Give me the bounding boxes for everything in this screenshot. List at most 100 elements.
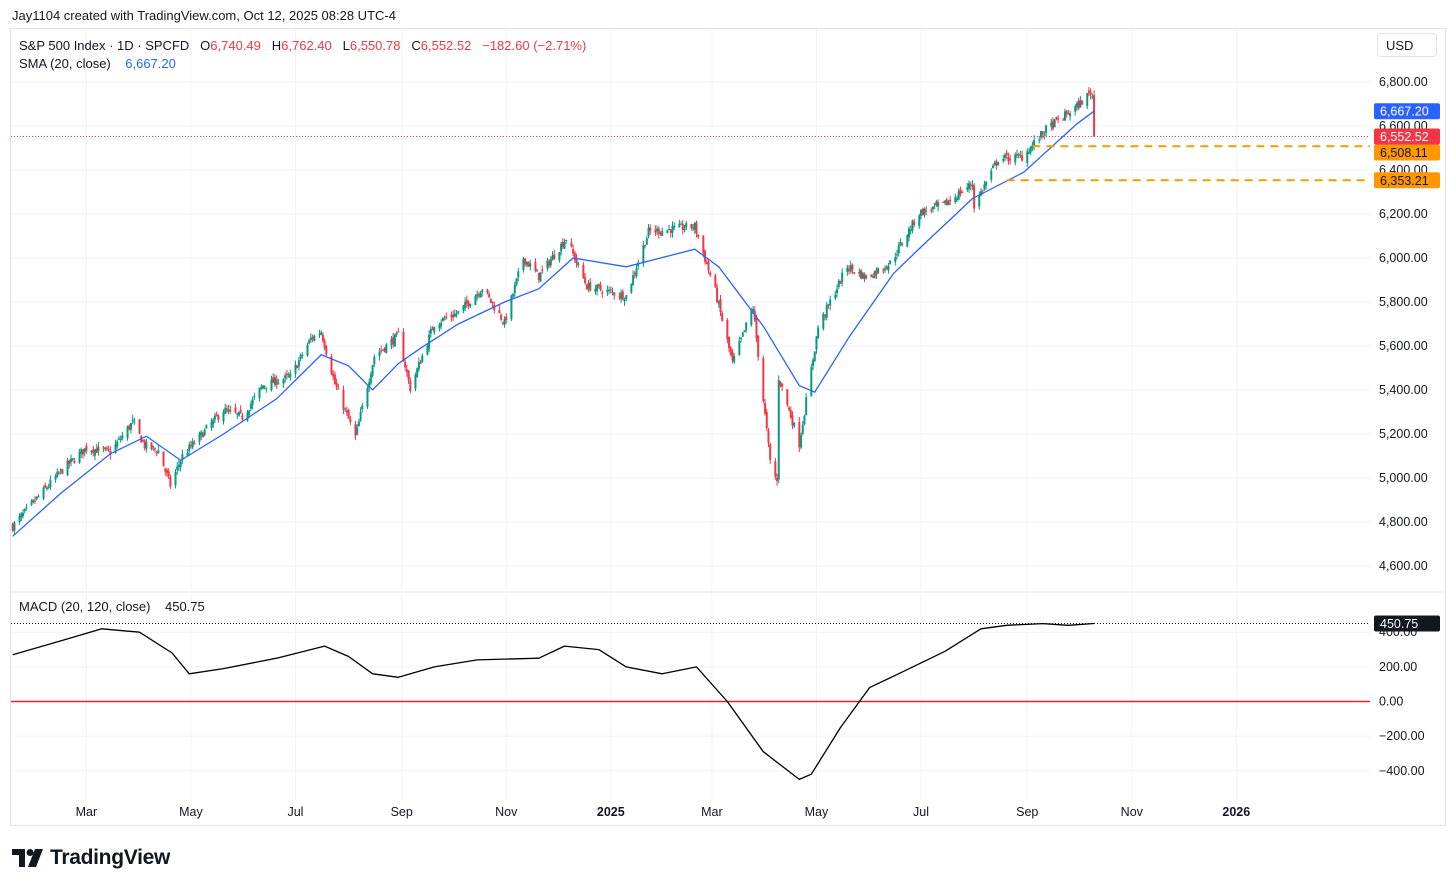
- candle-body: [824, 315, 827, 317]
- candle-body: [117, 438, 120, 440]
- candle-body: [337, 388, 340, 390]
- candle-body: [875, 269, 878, 275]
- candle-body: [318, 333, 321, 335]
- candle-body: [397, 331, 400, 333]
- candle-body: [361, 405, 364, 410]
- candle-body: [222, 412, 225, 422]
- candle-body: [690, 224, 693, 229]
- candle-body: [491, 301, 494, 303]
- candle-body: [35, 496, 38, 500]
- candle-body: [433, 326, 436, 333]
- candle-body: [623, 299, 626, 302]
- candle-body: [450, 315, 453, 318]
- candle-body: [709, 272, 712, 276]
- x-tick-label: Sep: [1016, 805, 1038, 819]
- candle-body: [825, 304, 828, 318]
- candle-body: [145, 441, 148, 449]
- candle-body: [457, 311, 460, 314]
- candle-body: [957, 191, 960, 200]
- candle-body: [955, 198, 958, 200]
- candle-body: [407, 370, 410, 380]
- candle-body: [935, 201, 938, 206]
- candle-body: [577, 262, 580, 266]
- candle-body: [762, 358, 765, 401]
- macd-value: 450.75: [164, 599, 205, 614]
- candle-body: [301, 354, 304, 356]
- candle-body: [933, 203, 936, 205]
- candle-body: [788, 407, 791, 410]
- chart-frame: [10, 28, 1446, 826]
- candle-body: [673, 225, 676, 228]
- candle-body: [731, 351, 734, 361]
- candles-group: [11, 87, 1096, 535]
- candle-body: [405, 369, 408, 372]
- candle-body: [1005, 152, 1008, 156]
- candle-body: [546, 260, 549, 269]
- candle-body: [114, 444, 117, 453]
- candle-body: [539, 272, 542, 282]
- candle-body: [33, 500, 36, 502]
- price-tag-label: 6,508.11: [1380, 146, 1428, 160]
- low-value: 6,550.78: [349, 38, 401, 53]
- candle-body: [13, 522, 16, 531]
- candle-body: [474, 296, 477, 305]
- candle-body: [205, 425, 208, 429]
- candle-body: [186, 452, 189, 456]
- candle-body: [1041, 131, 1044, 135]
- candle-body: [681, 223, 684, 231]
- x-tick-label: Nov: [495, 805, 518, 819]
- currency-button[interactable]: USD: [1377, 33, 1437, 57]
- candle-body: [872, 276, 875, 278]
- candle-body: [164, 468, 167, 472]
- candle-body: [777, 380, 780, 480]
- candle-body: [104, 447, 107, 450]
- candle-body: [251, 399, 254, 405]
- candle-body: [680, 223, 683, 225]
- candle-body: [342, 389, 345, 410]
- candle-body: [225, 408, 228, 410]
- candle-body: [265, 387, 268, 389]
- macd-tick-label: −200.00: [1379, 729, 1425, 743]
- candle-body: [1050, 122, 1053, 127]
- brand-name: TradingView: [50, 846, 171, 869]
- price-tag-label: 6,353.21: [1380, 174, 1429, 188]
- price-tick-label: 5,000.00: [1379, 471, 1428, 485]
- candle-body: [215, 414, 218, 417]
- candle-body: [805, 397, 808, 416]
- candle-body: [817, 327, 820, 338]
- candle-body: [47, 486, 50, 488]
- candle-body: [901, 243, 904, 245]
- candle-body: [877, 268, 880, 274]
- candle-body: [512, 293, 515, 297]
- candle-body: [870, 274, 873, 277]
- candle-body: [105, 447, 108, 449]
- candle-body: [25, 506, 28, 508]
- candle-body: [97, 446, 100, 452]
- candle-body: [522, 258, 525, 271]
- candle-body: [625, 295, 628, 300]
- candle-body: [908, 228, 911, 238]
- price-tag-label: 6,667.20: [1380, 105, 1429, 119]
- candle-body: [1074, 106, 1077, 112]
- candle-body: [565, 240, 568, 242]
- candle-body: [906, 235, 909, 247]
- candle-body: [558, 252, 561, 261]
- candle-body: [789, 409, 792, 418]
- candle-body: [714, 275, 717, 288]
- candle-body: [1038, 139, 1041, 141]
- candle-body: [534, 262, 537, 271]
- tradingview-logo[interactable]: TradingView: [12, 846, 170, 870]
- candle-body: [83, 448, 86, 453]
- candle-body: [371, 365, 374, 376]
- sma-legend: SMA (20, close) 6,667.20: [19, 56, 176, 71]
- candle-body: [414, 374, 417, 389]
- candle-body: [764, 403, 767, 414]
- candle-body: [584, 277, 587, 284]
- candle-body: [37, 496, 40, 498]
- candle-body: [608, 289, 611, 291]
- candle-body: [426, 345, 429, 355]
- price-tick-label: 5,800.00: [1379, 295, 1428, 309]
- candle-body: [685, 223, 688, 228]
- candle-body: [505, 316, 508, 321]
